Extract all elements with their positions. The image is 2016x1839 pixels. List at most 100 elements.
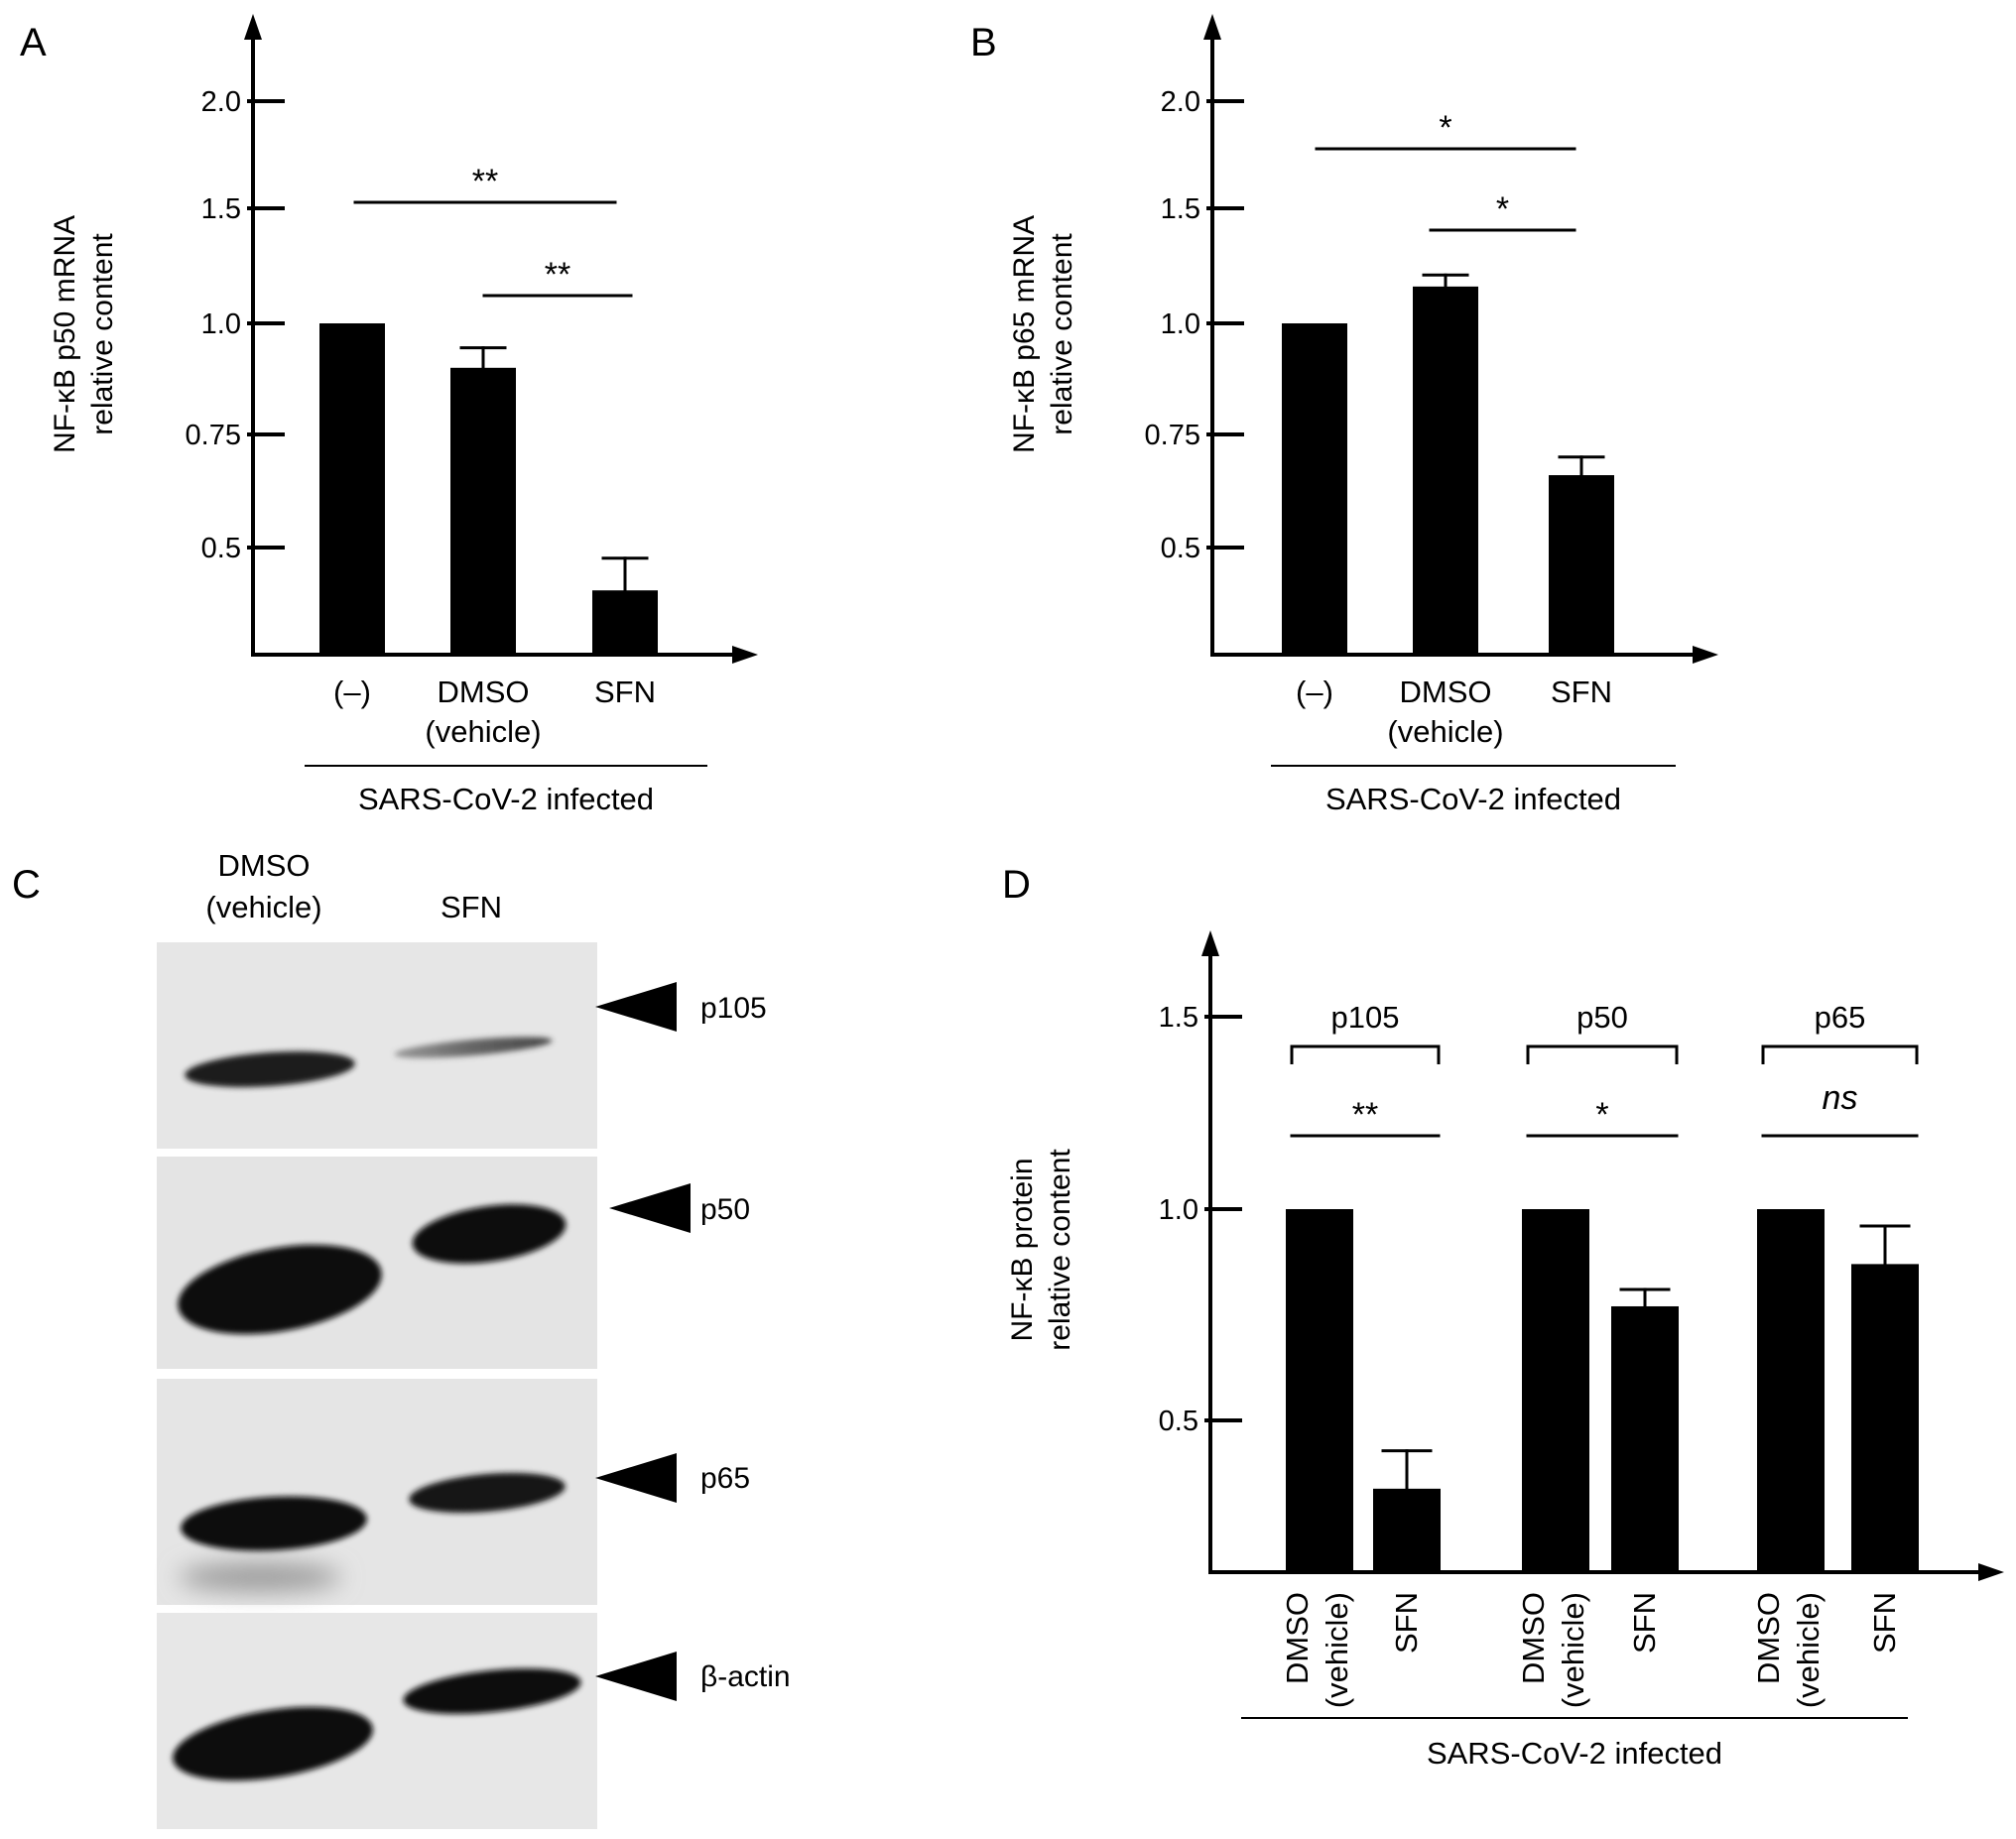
y-axis-arrow-icon xyxy=(244,14,262,40)
y-tick-label: 2.0 xyxy=(201,86,241,118)
category-label: DMSO xyxy=(1280,1592,1315,1684)
chart-panel-a: 2.0 1.5 1.0 0.75 0.5 NF-κB p50 mRNA relative c… xyxy=(49,14,758,816)
x-axis-arrow-icon xyxy=(732,646,758,664)
category-label: SFN xyxy=(1551,674,1612,709)
x-axis-arrow-icon xyxy=(1978,1563,2004,1581)
y-axis-label: NF-κB p50 mRNA xyxy=(49,215,81,453)
category-label: SFN xyxy=(1867,1592,1902,1654)
y-tick-label: 1.5 xyxy=(1161,193,1200,225)
blot-band-p50-dmso xyxy=(178,1244,382,1335)
bar xyxy=(319,323,385,655)
bar xyxy=(1413,286,1478,655)
arrowhead-icon xyxy=(595,1453,677,1503)
category-label: (vehicle) xyxy=(425,714,541,749)
group-title: p50 xyxy=(1576,1000,1628,1035)
blot-band-p65-sfn xyxy=(409,1472,566,1514)
group-bracket xyxy=(1761,1044,1919,1064)
y-axis-arrow-icon xyxy=(1203,14,1221,40)
arrowhead-icon xyxy=(609,1183,691,1233)
bar xyxy=(1522,1209,1589,1572)
group-bracket xyxy=(1290,1044,1441,1064)
bar xyxy=(1851,1264,1919,1572)
blot-band-p50-sfn xyxy=(412,1204,567,1264)
significance-marker: ** xyxy=(1352,1096,1378,1134)
blot-lane-label-dmso-line2: (vehicle) xyxy=(205,890,321,924)
blot-band-label-p105: p105 xyxy=(700,992,767,1025)
y-tick-label: 2.0 xyxy=(1161,86,1200,118)
panel-letter-b: B xyxy=(970,21,997,64)
chart-panel-d: 1.5 1.0 0.5 NF-κB protein relative content p1… xyxy=(1006,930,2004,1771)
significance-marker: * xyxy=(1439,109,1451,147)
y-axis-label: relative content xyxy=(1044,1149,1076,1351)
panel-letter-a: A xyxy=(20,21,47,64)
category-label: DMSO xyxy=(1516,1592,1551,1684)
category-label: DMSO xyxy=(1751,1592,1786,1684)
group-title: p65 xyxy=(1815,1000,1866,1035)
category-label: (vehicle) xyxy=(1320,1592,1354,1708)
western-blot: DMSO (vehicle) SFN p105 p50 p65 β-actin xyxy=(157,848,791,1829)
y-axis-arrow-icon xyxy=(1201,930,1219,956)
y-tick-label: 0.5 xyxy=(1161,533,1200,564)
category-label: SFN xyxy=(1389,1592,1424,1654)
significance-marker: ns xyxy=(1823,1079,1858,1117)
group-bracket xyxy=(1526,1044,1679,1064)
y-tick-label: 0.75 xyxy=(1145,420,1200,451)
blot-band-label-p65: p65 xyxy=(700,1462,750,1495)
bar xyxy=(592,590,658,655)
category-label: (–) xyxy=(1296,674,1333,709)
bar xyxy=(1282,323,1347,655)
y-tick-label: 1.0 xyxy=(1159,1194,1198,1226)
group-label: SARS-CoV-2 infected xyxy=(1427,1736,1722,1771)
x-axis-arrow-icon xyxy=(1693,646,1718,664)
blot-lane-label-sfn: SFN xyxy=(441,890,502,924)
y-tick-label: 1.0 xyxy=(1161,308,1200,340)
category-label: DMSO xyxy=(1400,674,1492,709)
category-label: (vehicle) xyxy=(1556,1592,1590,1708)
significance-marker: * xyxy=(1595,1096,1608,1134)
bar xyxy=(1373,1488,1441,1572)
bar xyxy=(1611,1305,1679,1572)
blot-band-p65-smear xyxy=(179,1563,341,1591)
y-tick-label: 0.5 xyxy=(201,533,241,564)
category-label: DMSO xyxy=(438,674,530,709)
panel-letter-c: C xyxy=(12,863,41,907)
significance-marker: * xyxy=(1496,190,1509,228)
y-tick-label: 1.5 xyxy=(1159,1002,1198,1034)
significance-marker: ** xyxy=(545,256,570,294)
category-label: (vehicle) xyxy=(1387,714,1503,749)
category-label: (–) xyxy=(333,674,371,709)
y-axis-label: relative content xyxy=(86,233,119,435)
blot-band-p105-sfn xyxy=(394,1037,553,1058)
bar xyxy=(1286,1209,1353,1572)
blot-band-p105-dmso xyxy=(185,1051,355,1087)
blot-lane-label-dmso-line1: DMSO xyxy=(218,848,311,883)
y-axis-label: NF-κB protein xyxy=(1006,1158,1039,1341)
y-axis-label: NF-κB p65 mRNA xyxy=(1008,215,1041,453)
blot-band-beta-actin-dmso xyxy=(173,1706,373,1781)
panel-letter-d: D xyxy=(1002,863,1031,907)
blot-band-label-p50: p50 xyxy=(700,1193,750,1226)
y-tick-label: 0.75 xyxy=(186,420,241,451)
group-label: SARS-CoV-2 infected xyxy=(358,782,654,816)
significance-marker: ** xyxy=(472,163,498,200)
category-label: SFN xyxy=(594,674,656,709)
y-tick-label: 0.5 xyxy=(1159,1406,1198,1437)
bar xyxy=(1757,1209,1825,1572)
y-tick-label: 1.5 xyxy=(201,193,241,225)
group-label: SARS-CoV-2 infected xyxy=(1325,782,1621,816)
arrowhead-icon xyxy=(595,982,677,1032)
blot-band-p65-dmso xyxy=(181,1496,367,1551)
group-title: p105 xyxy=(1331,1000,1400,1035)
blot-band-beta-actin-sfn xyxy=(403,1668,581,1714)
category-label: (vehicle) xyxy=(1791,1592,1826,1708)
blot-band-label-beta-actin: β-actin xyxy=(700,1660,791,1693)
y-tick-label: 1.0 xyxy=(201,308,241,340)
y-axis-label: relative content xyxy=(1046,233,1078,435)
category-label: SFN xyxy=(1627,1592,1662,1654)
arrowhead-icon xyxy=(595,1652,677,1701)
chart-panel-b: 2.0 1.5 1.0 0.75 0.5 NF-κB p65 mRNA relative c… xyxy=(1008,14,1718,816)
blot-strip-beta-actin xyxy=(157,1613,597,1829)
bar xyxy=(1549,475,1614,655)
bar xyxy=(450,367,516,655)
